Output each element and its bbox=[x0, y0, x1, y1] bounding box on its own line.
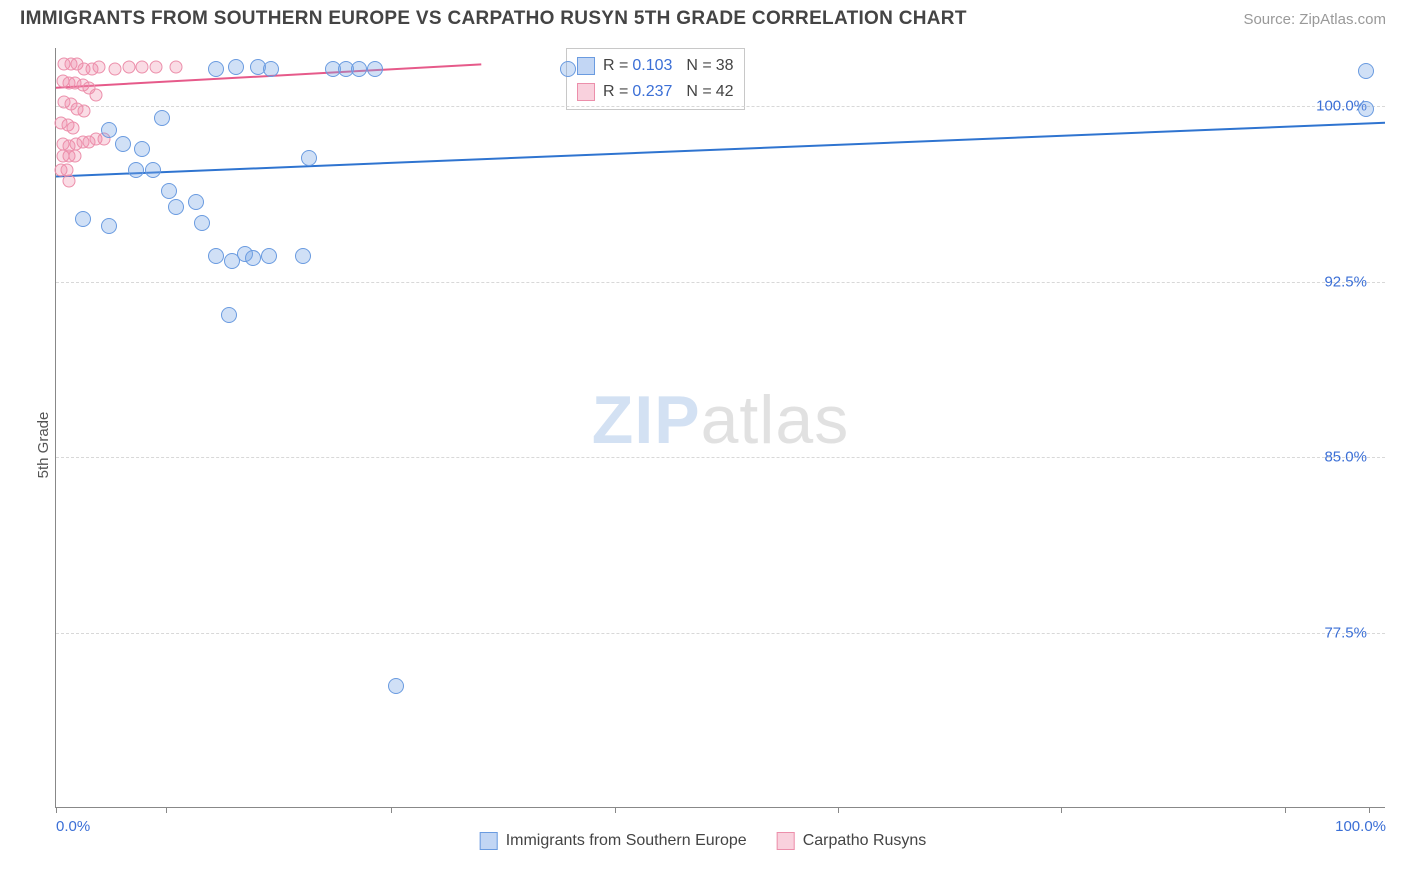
data-point bbox=[115, 136, 131, 152]
swatch-blue bbox=[577, 57, 595, 75]
gridline bbox=[56, 457, 1385, 458]
r-label: R = bbox=[603, 79, 628, 105]
data-point bbox=[136, 60, 149, 73]
data-point bbox=[68, 149, 81, 162]
legend-label-pink: Carpatho Rusyns bbox=[803, 832, 927, 850]
x-tick bbox=[391, 807, 392, 813]
x-tick-label-right: 100.0% bbox=[1335, 818, 1386, 835]
data-point bbox=[154, 110, 170, 126]
data-point bbox=[351, 61, 367, 77]
data-point bbox=[263, 61, 279, 77]
data-point bbox=[92, 60, 105, 73]
x-tick bbox=[166, 807, 167, 813]
legend-item-pink: Carpatho Rusyns bbox=[777, 832, 927, 850]
legend-item-blue: Immigrants from Southern Europe bbox=[480, 832, 747, 850]
x-tick bbox=[1061, 807, 1062, 813]
data-point bbox=[208, 248, 224, 264]
n-value-blue: 38 bbox=[716, 53, 734, 79]
legend-row-blue: R = 0.103 N = 38 bbox=[577, 53, 734, 79]
chart-title: IMMIGRANTS FROM SOUTHERN EUROPE VS CARPA… bbox=[20, 8, 967, 30]
chart-header: IMMIGRANTS FROM SOUTHERN EUROPE VS CARPA… bbox=[0, 0, 1406, 34]
n-label: N = bbox=[686, 53, 711, 79]
r-value-pink: 0.237 bbox=[632, 79, 672, 105]
data-point bbox=[75, 211, 91, 227]
data-point bbox=[367, 61, 383, 77]
data-point bbox=[89, 88, 102, 101]
y-axis-label: 5th Grade bbox=[35, 412, 52, 479]
data-point bbox=[169, 60, 182, 73]
legend-series: Immigrants from Southern Europe Carpatho… bbox=[480, 832, 927, 850]
chart-wrapper: 5th Grade ZIPatlas R = 0.103 N = 38 R = … bbox=[0, 40, 1406, 850]
data-point bbox=[77, 105, 90, 118]
legend-row-pink: R = 0.237 N = 42 bbox=[577, 79, 734, 105]
data-point bbox=[149, 60, 162, 73]
gridline bbox=[56, 106, 1385, 107]
data-point bbox=[145, 162, 161, 178]
data-point bbox=[128, 162, 144, 178]
y-tick-label: 92.5% bbox=[1324, 273, 1367, 290]
data-point bbox=[123, 60, 136, 73]
data-point bbox=[63, 175, 76, 188]
data-point bbox=[108, 63, 121, 76]
trend-lines bbox=[56, 48, 1385, 807]
r-value-blue: 0.103 bbox=[632, 53, 672, 79]
data-point bbox=[208, 61, 224, 77]
n-value-pink: 42 bbox=[716, 79, 734, 105]
watermark: ZIPatlas bbox=[592, 381, 849, 459]
data-point bbox=[161, 183, 177, 199]
swatch-pink bbox=[577, 83, 595, 101]
data-point bbox=[168, 199, 184, 215]
scatter-plot: ZIPatlas R = 0.103 N = 38 R = 0.237 N = … bbox=[55, 48, 1385, 808]
data-point bbox=[194, 215, 210, 231]
data-point bbox=[101, 122, 117, 138]
legend-label-blue: Immigrants from Southern Europe bbox=[506, 832, 747, 850]
data-point bbox=[245, 250, 261, 266]
x-tick bbox=[615, 807, 616, 813]
data-point bbox=[1358, 63, 1374, 79]
x-tick-label-left: 0.0% bbox=[56, 818, 90, 835]
x-tick bbox=[838, 807, 839, 813]
watermark-atlas: atlas bbox=[701, 382, 850, 458]
data-point bbox=[228, 59, 244, 75]
data-point bbox=[261, 248, 277, 264]
source-label: Source: ZipAtlas.com bbox=[1243, 11, 1386, 28]
watermark-zip: ZIP bbox=[592, 382, 701, 458]
gridline bbox=[56, 633, 1385, 634]
trend-line bbox=[56, 123, 1385, 177]
y-tick-label: 85.0% bbox=[1324, 449, 1367, 466]
data-point bbox=[1358, 101, 1374, 117]
x-tick bbox=[1369, 807, 1370, 813]
x-tick bbox=[1285, 807, 1286, 813]
n-label: N = bbox=[686, 79, 711, 105]
data-point bbox=[221, 307, 237, 323]
data-point bbox=[560, 61, 576, 77]
data-point bbox=[101, 218, 117, 234]
data-point bbox=[188, 194, 204, 210]
x-tick bbox=[56, 807, 57, 813]
y-tick-label: 77.5% bbox=[1324, 624, 1367, 641]
data-point bbox=[134, 141, 150, 157]
r-label: R = bbox=[603, 53, 628, 79]
swatch-pink bbox=[777, 832, 795, 850]
legend-correlation: R = 0.103 N = 38 R = 0.237 N = 42 bbox=[566, 48, 745, 110]
data-point bbox=[67, 121, 80, 134]
data-point bbox=[301, 150, 317, 166]
data-point bbox=[388, 678, 404, 694]
data-point bbox=[295, 248, 311, 264]
gridline bbox=[56, 282, 1385, 283]
swatch-blue bbox=[480, 832, 498, 850]
